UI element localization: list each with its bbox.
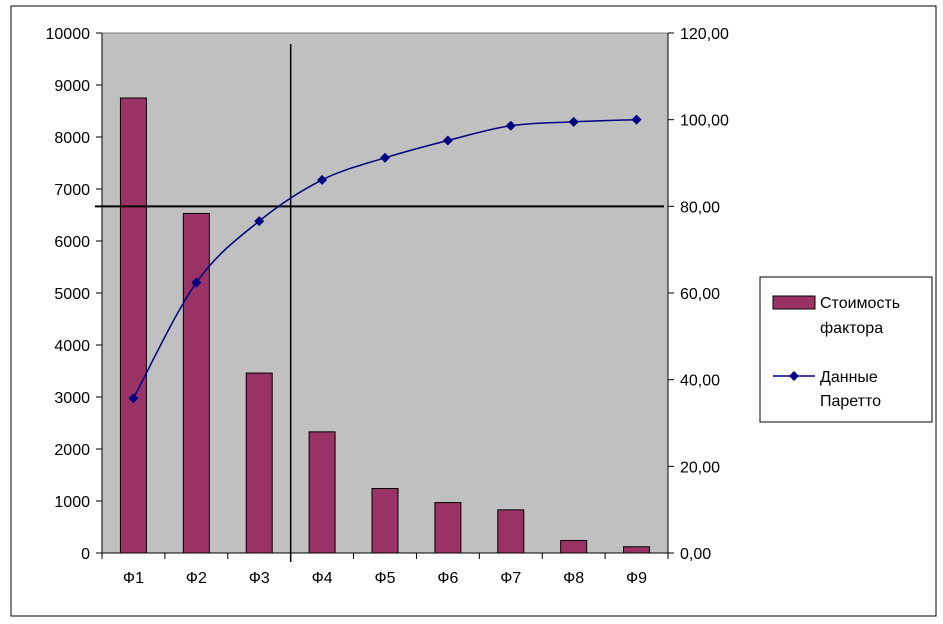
bar-7 — [497, 509, 525, 554]
pareto-point-5 — [380, 152, 390, 163]
bar-1 — [119, 97, 147, 554]
x-tick-label-5: Ф5 — [374, 570, 395, 587]
axes-layer: 0 1000 2000 3000 4000 5000 6000 7000 8000 9000 100… — [46, 26, 730, 587]
left-tick-label-2: 2000 — [54, 442, 90, 459]
left-tick-label-8: 8000 — [54, 130, 90, 147]
pareto-point-3 — [254, 216, 265, 227]
left-tick-label-0: 0 — [81, 546, 90, 563]
x-tick-label-6: Ф6 — [437, 570, 458, 587]
bar-9 — [623, 546, 651, 554]
right-tick-label-3: 60,00 — [680, 286, 720, 303]
bar-8 — [560, 540, 588, 554]
left-tick-label-1: 1000 — [54, 494, 90, 511]
bars-layer — [119, 97, 651, 554]
legend-line-label-line1: Данные — [820, 369, 878, 386]
x-tick-label-8: Ф8 — [563, 570, 584, 587]
legend-line-label-line2: Паретто — [820, 393, 881, 410]
bar-3 — [245, 372, 273, 554]
bar-6 — [434, 502, 462, 554]
left-tick-label-6: 6000 — [54, 234, 90, 251]
x-tick-label-2: Ф2 — [186, 570, 207, 587]
x-tick-label-1: Ф1 — [123, 570, 144, 587]
left-tick-label-5: 5000 — [54, 286, 90, 303]
x-tick-label-9: Ф9 — [626, 570, 647, 587]
pareto-point-1 — [128, 393, 139, 404]
reference-lines — [95, 44, 664, 562]
right-tick-label-2: 40,00 — [680, 373, 720, 390]
pareto-point-9 — [631, 114, 642, 125]
right-tick-label-0: 0,00 — [680, 546, 711, 563]
pareto-point-7 — [505, 120, 516, 131]
x-tick-label-7: Ф7 — [500, 570, 521, 587]
left-tick-label-3: 3000 — [54, 390, 90, 407]
x-tick-label-3: Ф3 — [249, 570, 270, 587]
left-tick-label-10: 10000 — [46, 26, 91, 43]
right-tick-label-4: 80,00 — [680, 199, 720, 216]
legend-line-marker — [789, 371, 799, 381]
pareto-point-2 — [191, 277, 202, 288]
left-tick-label-9: 9000 — [54, 78, 90, 95]
bar-5 — [371, 488, 399, 554]
legend-bar-label-line1: Стоимость — [820, 295, 900, 312]
left-tick-label-7: 7000 — [54, 182, 90, 199]
right-tick-label-1: 20,00 — [680, 459, 720, 476]
right-tick-label-6: 120,00 — [680, 26, 729, 43]
x-tick-label-4: Ф4 — [312, 570, 333, 587]
right-tick-label-5: 100,00 — [680, 113, 729, 130]
pareto-point-6 — [442, 135, 453, 146]
bar-2 — [182, 212, 210, 554]
pareto-point-8 — [568, 116, 579, 127]
legend-bar-swatch — [772, 295, 816, 310]
bar-4 — [308, 431, 336, 554]
pareto-point-4 — [317, 174, 328, 185]
pareto-line-layer — [128, 114, 642, 404]
left-tick-label-4: 4000 — [54, 338, 90, 355]
legend: Стоимость фактора Данные Паретто — [759, 276, 933, 423]
legend-bar-label-line2: фактора — [820, 320, 883, 337]
